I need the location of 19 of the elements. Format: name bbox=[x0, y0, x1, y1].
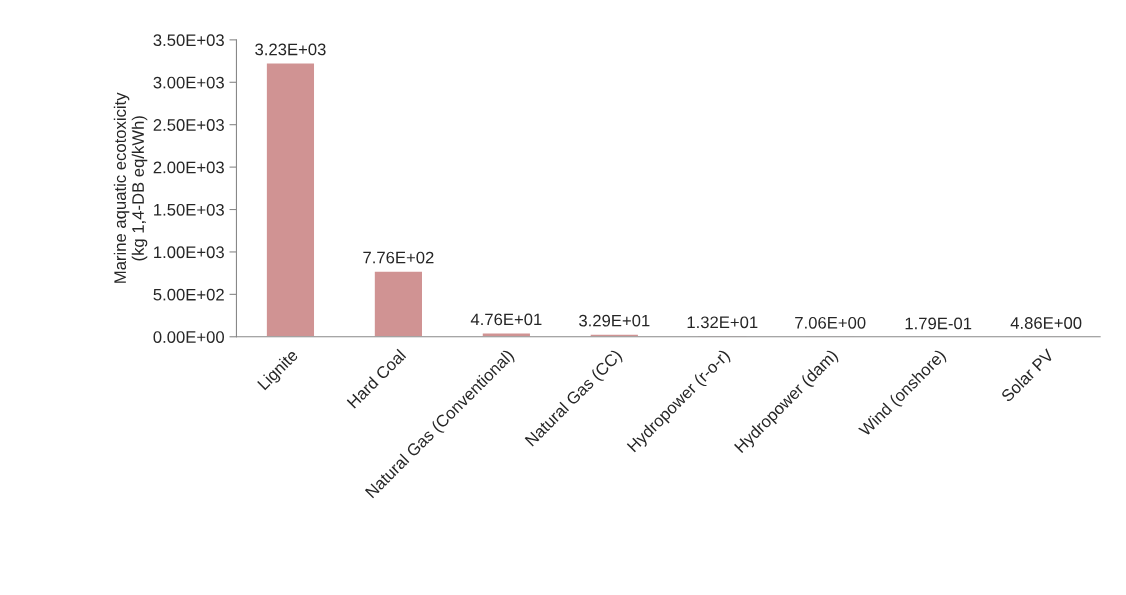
data-label: 4.76E+01 bbox=[470, 313, 542, 326]
y-tick-label: 3.50E+03 bbox=[153, 34, 224, 47]
y-tick-label: 1.50E+03 bbox=[154, 203, 224, 216]
y-tick-label: 2.50E+03 bbox=[153, 119, 224, 131]
y-tick-label: 1.00E+03 bbox=[154, 246, 224, 259]
data-label: 7.06E+00 bbox=[795, 316, 866, 329]
data-label: 1.79E-01 bbox=[905, 317, 972, 330]
y-tick-label: 3.00E+03 bbox=[153, 76, 224, 89]
y-tick-label: 2.00E+03 bbox=[153, 161, 224, 174]
y-tick-label: 5.00E+02 bbox=[153, 288, 224, 301]
bar bbox=[373, 270, 424, 337]
y-axis-title: Marine aquatic ecotoxicity (kg 1,4-DB eq/kWh) bbox=[113, 92, 148, 283]
y-tick-label: 0.00E+00 bbox=[153, 331, 225, 343]
data-label: 4.86E+00 bbox=[1010, 317, 1082, 329]
data-label: 7.76E+02 bbox=[363, 251, 434, 264]
bar bbox=[265, 62, 316, 337]
data-label: 1.32E+01 bbox=[687, 316, 758, 329]
data-label: 3.29E+01 bbox=[579, 314, 650, 327]
data-label: 3.23E+03 bbox=[255, 43, 326, 56]
